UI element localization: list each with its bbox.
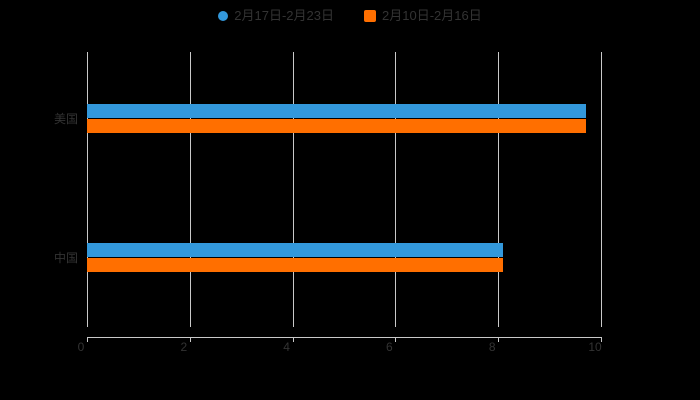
x-axis-line [87, 337, 602, 338]
bar-series-0-cat-0[interactable] [87, 104, 586, 118]
legend-item-label: 2月17日-2月23日 [234, 8, 334, 23]
x-axis-tick [189, 337, 191, 342]
gridline [601, 52, 602, 327]
y-category-label: 中国 [53, 251, 78, 265]
bar-series-1-cat-0[interactable] [87, 119, 586, 133]
legend-item-label: 2月10日-2月16日 [382, 8, 482, 23]
bar-series-0-cat-1[interactable] [87, 243, 504, 257]
bar-series-1-cat-1[interactable] [87, 258, 504, 272]
y-category-label: 美国 [53, 112, 78, 126]
gridline [87, 52, 88, 327]
x-tick-label: 10 [588, 340, 602, 354]
x-tick-label: 8 [488, 340, 496, 354]
gridline [292, 52, 294, 327]
gridline [498, 52, 500, 327]
x-axis-tick [498, 337, 500, 342]
x-tick-label: 4 [283, 340, 290, 354]
gridline [395, 52, 397, 327]
x-axis-tick [601, 337, 602, 342]
circle-marker-icon [218, 11, 229, 21]
x-axis-tick [395, 337, 397, 342]
x-axis-tick [87, 337, 88, 342]
gridline [189, 52, 191, 327]
square-marker-icon [364, 10, 376, 22]
x-tick-label: 0 [77, 340, 85, 354]
chart-legend: 2月17日-2月23日 2月10日-2月16日 [0, 5, 700, 27]
x-tick-label: 6 [386, 340, 393, 354]
x-axis-tick [292, 337, 294, 342]
legend-item[interactable]: 2月10日-2月16日 [364, 8, 482, 24]
x-tick-label: 2 [180, 340, 188, 354]
legend-item[interactable]: 2月17日-2月23日 [218, 8, 334, 24]
